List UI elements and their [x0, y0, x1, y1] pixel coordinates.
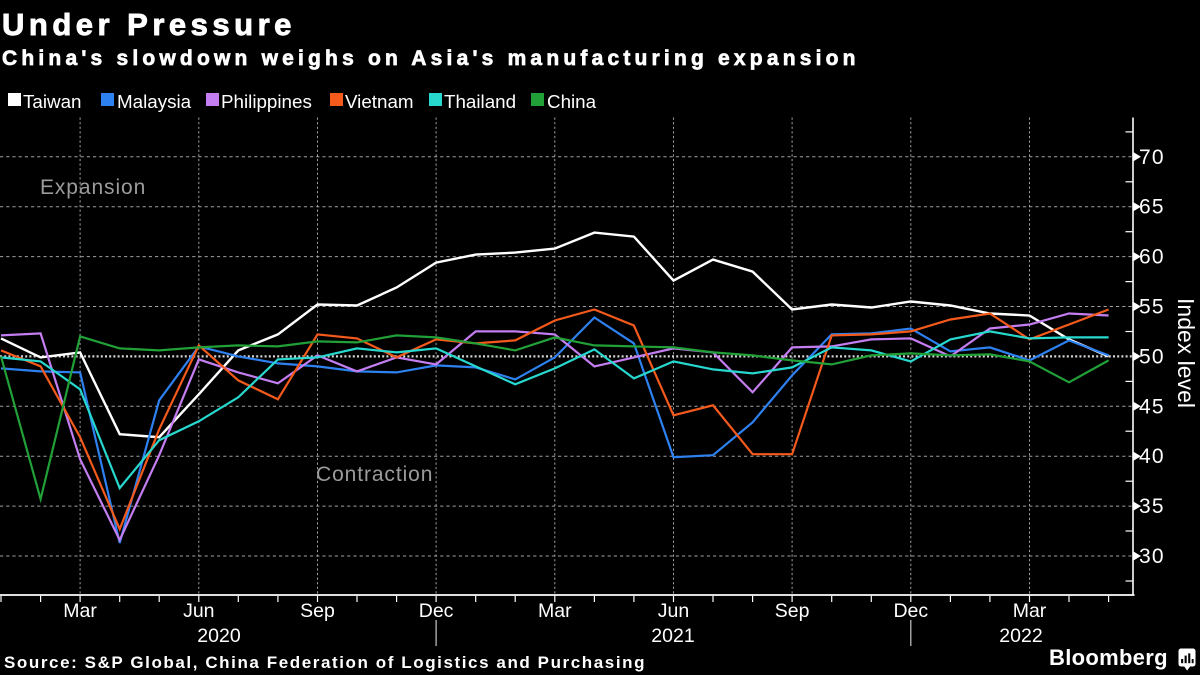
svg-text:Expansion: Expansion [40, 176, 146, 199]
svg-text:Index level: Index level [1173, 298, 1199, 408]
svg-text:60: 60 [1139, 246, 1165, 269]
svg-text:2022: 2022 [999, 625, 1042, 647]
svg-text:35: 35 [1139, 495, 1165, 518]
svg-text:Contraction: Contraction [316, 463, 433, 486]
svg-text:Jun: Jun [183, 600, 214, 622]
svg-text:Dec: Dec [893, 600, 928, 622]
svg-text:Sep: Sep [300, 600, 335, 622]
svg-text:Mar: Mar [63, 600, 97, 622]
svg-text:30: 30 [1139, 545, 1165, 568]
svg-text:70: 70 [1139, 146, 1165, 169]
svg-text:Jun: Jun [658, 600, 689, 622]
svg-text:40: 40 [1139, 445, 1165, 468]
svg-text:Mar: Mar [1013, 600, 1047, 622]
svg-text:Mar: Mar [538, 600, 572, 622]
svg-text:50: 50 [1139, 345, 1165, 368]
svg-text:Dec: Dec [419, 600, 454, 622]
svg-text:65: 65 [1139, 196, 1165, 219]
svg-text:45: 45 [1139, 395, 1165, 418]
svg-text:2021: 2021 [651, 625, 694, 647]
svg-text:55: 55 [1139, 296, 1165, 319]
svg-text:Sep: Sep [775, 600, 810, 622]
svg-text:2020: 2020 [197, 625, 241, 647]
